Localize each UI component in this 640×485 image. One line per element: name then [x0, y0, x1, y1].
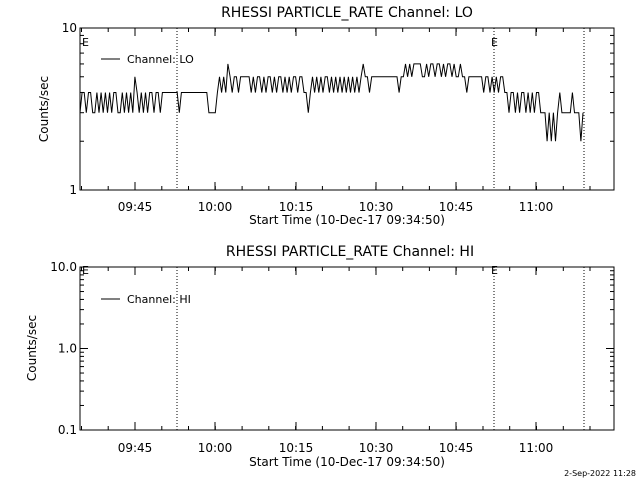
x-tick-label: 10:00	[198, 200, 233, 214]
chart-hi-frame	[79, 266, 615, 431]
x-tick-label: 10:45	[439, 441, 474, 455]
marker-label: E	[82, 264, 89, 277]
chart-hi-xlabel: Start Time (10-Dec-17 09:34:50)	[249, 455, 445, 469]
y-tick-label: 10	[62, 21, 77, 35]
series-line-lo	[79, 63, 584, 142]
x-tick-label: 10:15	[279, 200, 314, 214]
x-tick-label: 10:15	[279, 441, 314, 455]
y-tick-label: 1	[69, 183, 77, 197]
x-tick-label: 09:45	[118, 441, 153, 455]
footer-timestamp: 2-Sep-2022 11:28	[564, 469, 636, 478]
legend-label: Channel: LO	[127, 53, 194, 66]
x-tick-label: 11:00	[519, 441, 554, 455]
chart-lo-xlabel: Start Time (10-Dec-17 09:34:50)	[249, 213, 445, 227]
x-tick-label: 10:00	[198, 441, 233, 455]
x-tick-label: 10:30	[359, 200, 394, 214]
x-tick-label: 10:45	[439, 200, 474, 214]
marker-label: E	[491, 264, 498, 277]
x-tick-label: 09:45	[118, 200, 153, 214]
chart-lo-title: RHESSI PARTICLE_RATE Channel: LO	[221, 5, 473, 21]
legend-label: Channel: HI	[127, 293, 191, 306]
x-tick-label: 10:30	[359, 441, 394, 455]
chart-hi-ylabel: Counts/sec	[25, 315, 39, 381]
x-tick-label: 11:00	[519, 200, 554, 214]
chart-hi: RHESSI PARTICLE_RATE Channel: HI Start T…	[25, 244, 615, 469]
y-tick-label: 0.1	[58, 423, 77, 437]
chart-lo-ylabel: Counts/sec	[37, 76, 51, 142]
y-tick-label: 10.0	[50, 260, 77, 274]
y-tick-label: 1.0	[58, 342, 77, 356]
marker-label: E	[82, 36, 89, 49]
marker-label: E	[491, 36, 498, 49]
chart-hi-title: RHESSI PARTICLE_RATE Channel: HI	[226, 244, 474, 260]
chart-lo: RHESSI PARTICLE_RATE Channel: LO Start T…	[37, 5, 615, 227]
